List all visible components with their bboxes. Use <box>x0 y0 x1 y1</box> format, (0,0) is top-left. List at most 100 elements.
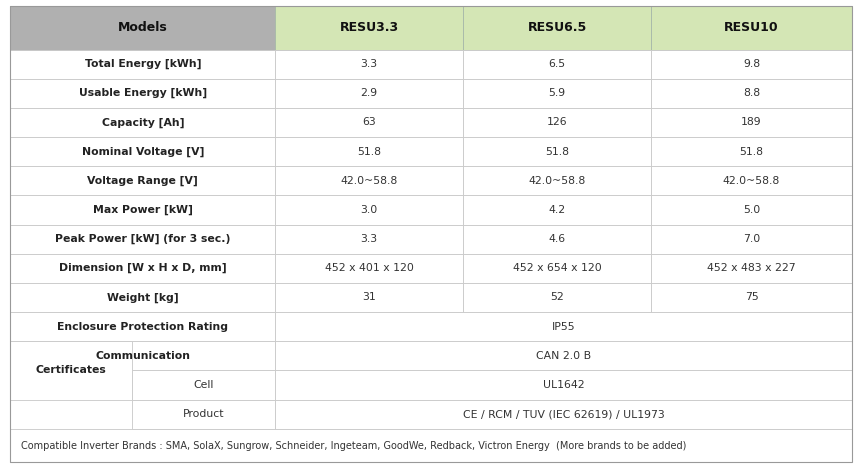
Text: Max Power [kW]: Max Power [kW] <box>93 205 193 215</box>
Bar <box>275 166 462 195</box>
Bar <box>10 341 275 370</box>
Text: 51.8: 51.8 <box>739 147 763 156</box>
Text: Models: Models <box>118 21 168 34</box>
Text: RESU10: RESU10 <box>723 21 778 34</box>
Text: 51.8: 51.8 <box>356 147 381 156</box>
Bar <box>651 166 851 195</box>
Bar <box>275 195 462 225</box>
Text: CAN 2.0 B: CAN 2.0 B <box>536 351 591 361</box>
Bar <box>462 225 651 254</box>
Bar <box>10 254 275 283</box>
Bar <box>10 312 275 341</box>
Text: 51.8: 51.8 <box>544 147 568 156</box>
Text: RESU6.5: RESU6.5 <box>527 21 586 34</box>
Bar <box>651 283 851 312</box>
Bar <box>10 341 133 400</box>
Text: 4.6: 4.6 <box>548 234 565 244</box>
Text: Peak Power [kW] (for 3 sec.): Peak Power [kW] (for 3 sec.) <box>55 234 230 244</box>
Text: 126: 126 <box>546 117 567 127</box>
Text: 5.0: 5.0 <box>742 205 759 215</box>
Bar <box>275 225 462 254</box>
Text: 42.0~58.8: 42.0~58.8 <box>528 176 585 186</box>
Bar <box>275 108 462 137</box>
Bar <box>462 6 651 50</box>
Text: UL1642: UL1642 <box>542 380 584 390</box>
Bar <box>462 50 651 78</box>
Text: Compatible Inverter Brands : SMA, SolaX, Sungrow, Schneider, Ingeteam, GoodWe, R: Compatible Inverter Brands : SMA, SolaX,… <box>21 440 685 451</box>
Text: 3.3: 3.3 <box>360 59 377 69</box>
Text: RESU3.3: RESU3.3 <box>339 21 399 34</box>
Text: Dimension [W x H x D, mm]: Dimension [W x H x D, mm] <box>59 263 226 273</box>
Bar <box>10 78 275 108</box>
Bar <box>10 429 851 462</box>
Bar <box>275 6 462 50</box>
Bar <box>275 341 851 370</box>
Text: Total Energy [kWh]: Total Energy [kWh] <box>84 59 201 69</box>
Bar <box>462 108 651 137</box>
Bar <box>462 137 651 166</box>
Bar <box>10 283 275 312</box>
Text: Product: Product <box>183 409 225 419</box>
Bar <box>133 400 275 429</box>
Bar <box>10 195 275 225</box>
Bar <box>275 370 851 400</box>
Bar <box>651 50 851 78</box>
Bar <box>275 50 462 78</box>
Text: CE / RCM / TUV (IEC 62619) / UL1973: CE / RCM / TUV (IEC 62619) / UL1973 <box>462 409 664 419</box>
Text: Communication: Communication <box>96 351 190 361</box>
Bar <box>10 108 275 137</box>
Text: Usable Energy [kWh]: Usable Energy [kWh] <box>78 88 207 99</box>
Bar <box>275 137 462 166</box>
Text: 7.0: 7.0 <box>742 234 759 244</box>
Text: Cell: Cell <box>194 380 214 390</box>
Text: 189: 189 <box>740 117 761 127</box>
Bar <box>10 137 275 166</box>
Bar <box>10 225 275 254</box>
Bar <box>651 254 851 283</box>
Text: 5.9: 5.9 <box>548 88 565 98</box>
Text: Weight [kg]: Weight [kg] <box>107 292 178 303</box>
Text: 9.8: 9.8 <box>742 59 759 69</box>
Text: 3.3: 3.3 <box>360 234 377 244</box>
Text: 4.2: 4.2 <box>548 205 565 215</box>
Bar <box>651 6 851 50</box>
Bar <box>275 400 851 429</box>
Text: 3.0: 3.0 <box>360 205 377 215</box>
Text: 452 x 401 x 120: 452 x 401 x 120 <box>325 263 413 273</box>
Text: 63: 63 <box>362 117 375 127</box>
Bar <box>651 225 851 254</box>
Bar <box>462 283 651 312</box>
Bar <box>275 78 462 108</box>
Text: 42.0~58.8: 42.0~58.8 <box>340 176 397 186</box>
Text: IP55: IP55 <box>551 322 574 332</box>
Bar <box>651 78 851 108</box>
Bar <box>133 370 275 400</box>
Bar <box>275 254 462 283</box>
Bar <box>651 137 851 166</box>
Text: 31: 31 <box>362 292 375 303</box>
Bar <box>462 166 651 195</box>
Bar <box>10 6 275 50</box>
Bar <box>651 108 851 137</box>
Text: Nominal Voltage [V]: Nominal Voltage [V] <box>82 147 204 157</box>
Bar <box>462 254 651 283</box>
Text: 452 x 654 x 120: 452 x 654 x 120 <box>512 263 601 273</box>
Text: 75: 75 <box>744 292 758 303</box>
Bar <box>462 195 651 225</box>
Bar <box>275 312 851 341</box>
Bar <box>462 78 651 108</box>
Text: Voltage Range [V]: Voltage Range [V] <box>87 176 198 186</box>
Bar <box>10 166 275 195</box>
Text: 52: 52 <box>549 292 563 303</box>
Text: 6.5: 6.5 <box>548 59 565 69</box>
Text: 42.0~58.8: 42.0~58.8 <box>722 176 779 186</box>
Bar <box>275 283 462 312</box>
Text: Enclosure Protection Rating: Enclosure Protection Rating <box>58 322 228 332</box>
Text: 8.8: 8.8 <box>742 88 759 98</box>
Text: 452 x 483 x 227: 452 x 483 x 227 <box>706 263 795 273</box>
Text: Certificates: Certificates <box>36 365 107 375</box>
Text: Capacity [Ah]: Capacity [Ah] <box>102 117 184 127</box>
Bar <box>10 50 275 78</box>
Bar <box>651 195 851 225</box>
Text: 2.9: 2.9 <box>360 88 377 98</box>
